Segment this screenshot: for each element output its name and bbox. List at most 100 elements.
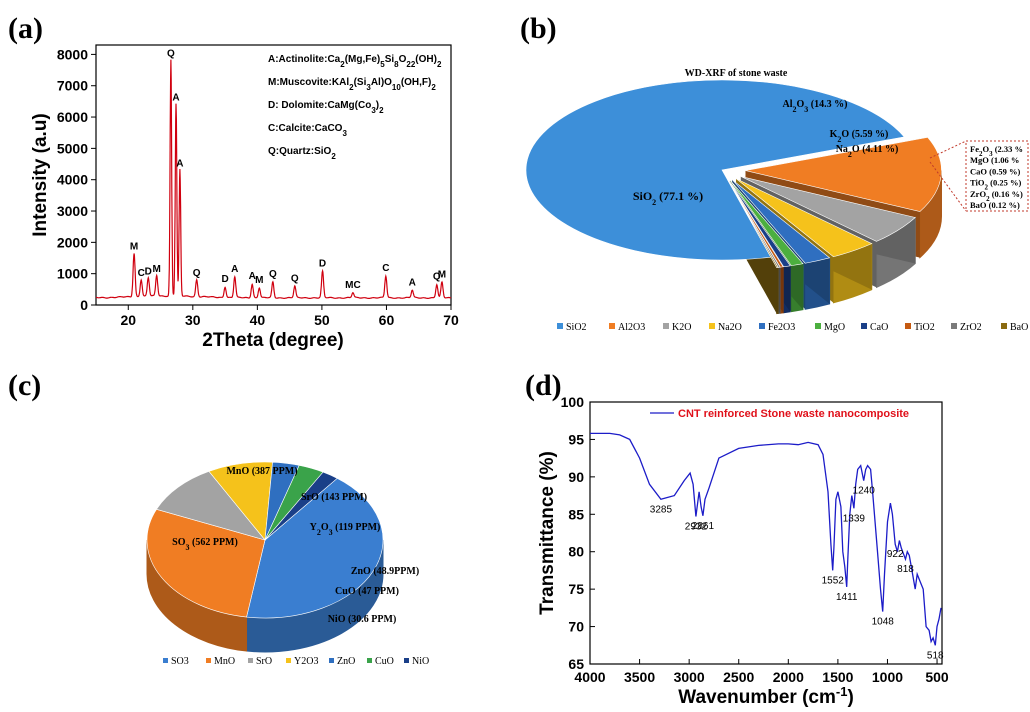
- pie-slice: [728, 180, 791, 268]
- wdxrf-legend-label: K2O: [672, 322, 691, 333]
- ftir-x-tick-label: 4000: [574, 669, 605, 685]
- wdxrf-slice-labels: SiO2 (77.1 %) Al2O3 (14.3 %) K2O (5.59 %)N…: [633, 99, 898, 207]
- trace-oxides-legend-swatch: [206, 658, 211, 663]
- minor-oxide-label: ZrO2 (0.16 %): [970, 189, 1023, 203]
- xrd-x-tick-label: 50: [314, 312, 330, 328]
- ftir-y-tick-label: 95: [568, 431, 584, 447]
- ftir-y-tick-label: 70: [568, 619, 584, 635]
- wdxrf-pie-slices: [525, 79, 942, 315]
- wdxrf-legend-swatch: [861, 323, 867, 329]
- pie-slice: [146, 508, 266, 618]
- trace-oxides-legend-label: Y2O3: [294, 656, 318, 667]
- xrd-peak-label: M: [255, 275, 263, 286]
- pie-slice: [745, 137, 942, 212]
- ftir-y-tick-label: 85: [568, 506, 584, 522]
- ftir-x-tick-label: 1500: [822, 669, 853, 685]
- xrd-peak-label: M: [438, 270, 446, 281]
- wdxrf-legend-swatch: [759, 323, 765, 329]
- xrd-legend-entry: Q:Quartz:SiO2: [268, 146, 336, 161]
- pie-slice: [735, 178, 873, 258]
- ftir-x-tick-label: 2500: [723, 669, 754, 685]
- xrd-peak-label: D: [221, 274, 228, 285]
- wdxrf-slice-label: Al2O3 (14.3 %): [783, 99, 848, 114]
- ftir-x-tick-label: 500: [925, 669, 949, 685]
- xrd-peak-label: A: [172, 93, 179, 104]
- xrd-legend-entry: M:Muscovite:KAl2(Si3Al)O10(OH,F)2: [268, 77, 436, 92]
- ftir-y-axis-title: Transmittance (%): [537, 451, 558, 615]
- xrd-peak-label: D: [319, 259, 326, 270]
- wdxrf-legend-label: Al2O3: [618, 322, 645, 333]
- xrd-x-tick-label: 30: [185, 312, 201, 328]
- trace-oxides-legend-swatch: [404, 658, 409, 663]
- ftir-peak-label: 1240: [853, 486, 876, 497]
- xrd-peak-label: C: [382, 263, 389, 274]
- xrd-y-tick-label: 0: [80, 297, 88, 313]
- wdxrf-pie-chart: WD-XRF of stone waste SiO2 (77.1 %) Al2O3…: [525, 68, 1029, 333]
- xrd-x-tick-label: 60: [379, 312, 395, 328]
- ftir-x-axis-title: Wavenumber (cm-1): [678, 684, 854, 709]
- wdxrf-slice-label: K2O (5.59 %): [830, 129, 889, 144]
- trace-oxides-legend-label: SO3: [171, 656, 189, 667]
- wdxrf-legend-swatch: [709, 323, 715, 329]
- xrd-y-tick-label: 8000: [57, 46, 88, 62]
- xrd-legend-entry: A:Actinolite:Ca2(Mg,Fe)5Si8O22(OH)2: [268, 54, 442, 69]
- ftir-peak-label: 922: [887, 549, 904, 560]
- trace-oxides-legend-label: ZnO: [337, 656, 355, 667]
- wdxrf-legend-label: BaO: [1010, 322, 1028, 333]
- xrd-y-tick-label: 3000: [57, 203, 88, 219]
- wdxrf-slice-label: SiO2 (77.1 %): [633, 189, 703, 207]
- xrd-peak-label: Q: [433, 272, 441, 283]
- ftir-x-tick-label: 1000: [872, 669, 903, 685]
- ftir-peak-label: 818: [897, 564, 914, 575]
- xrd-x-tick-label: 70: [443, 312, 459, 328]
- pie-slice: [525, 79, 905, 261]
- xrd-y-ticks: 0 1000 2000 3000 4000 5000 6000 7000 8000: [57, 46, 96, 313]
- trace-oxides-legend-swatch: [163, 658, 168, 663]
- xrd-y-tick-label: 1000: [57, 266, 88, 282]
- ftir-peak-label: 3285: [650, 504, 673, 515]
- wdxrf-legend-swatch: [815, 323, 821, 329]
- trace-oxide-slice-label: NiO (30.6 PPM): [328, 614, 397, 625]
- xrd-legend-entry: D: Dolomite:CaMg(Co3)2: [268, 100, 384, 115]
- trace-oxides-legend-swatch: [329, 658, 334, 663]
- trace-oxides-legend-swatch: [286, 658, 291, 663]
- ftir-y-tick-label: 65: [568, 656, 584, 672]
- xrd-plot-frame: [95, 44, 452, 306]
- ftir-x-tick-label: 3000: [674, 669, 705, 685]
- ftir-peak-label: 1048: [872, 617, 895, 628]
- xrd-y-tick-label: 6000: [57, 109, 88, 125]
- wdxrf-slice-label: Na2O (4.11 %): [836, 144, 899, 159]
- ftir-y-tick-label: 90: [568, 469, 584, 485]
- trace-oxide-slice-label: ZnO (48.9PPM): [351, 566, 419, 577]
- trace-oxides-legend-label: CuO: [375, 656, 394, 667]
- wdxrf-legend-swatch: [663, 323, 669, 329]
- wdxrf-legend-label: TiO2: [914, 322, 935, 333]
- xrd-y-tick-label: 2000: [57, 234, 88, 250]
- xrd-y-axis-title: Intensity (a.u): [30, 113, 51, 237]
- trace-oxides-pie-slices: [146, 461, 384, 653]
- panel-letter-a: (a): [8, 12, 43, 45]
- minor-oxide-label: BaO (0.12 %): [970, 200, 1020, 210]
- wdxrf-legend-label: ZrO2: [960, 322, 982, 333]
- xrd-legend-entry: C:Calcite:CaCO3: [268, 123, 347, 138]
- ftir-x-ticks: 4000 3500 3000 2500 2000 1500 1000 500: [574, 659, 949, 685]
- wdxrf-legend-label: CaO: [870, 322, 888, 333]
- xrd-y-tick-label: 7000: [57, 78, 88, 94]
- wdxrf-legend-swatch: [1001, 323, 1007, 329]
- wdxrf-minor-oxides-box: Fe2O3 (2.33 %MgO (1.06 %CaO (0.59 %) TiO2…: [929, 140, 1029, 212]
- xrd-x-tick-label: 40: [250, 312, 266, 328]
- ftir-spectrum-line: [590, 432, 942, 646]
- ftir-peak-label: 2861: [692, 521, 715, 532]
- pie-slice: [729, 179, 804, 266]
- wdxrf-legend-label: SiO2: [566, 322, 587, 333]
- wdxrf-legend-label: Fe2O3: [768, 322, 795, 333]
- minor-oxides-connector: [929, 140, 967, 159]
- ftir-peak-label: 1552: [822, 575, 845, 586]
- minor-oxide-label: CaO (0.59 %): [970, 166, 1020, 176]
- pie-slice: [727, 180, 779, 268]
- trace-oxide-slice-label: Y2O3 (119 PPM): [310, 522, 381, 537]
- wdxrf-legend-swatch: [557, 323, 563, 329]
- ftir-peak-label: 518: [927, 650, 944, 661]
